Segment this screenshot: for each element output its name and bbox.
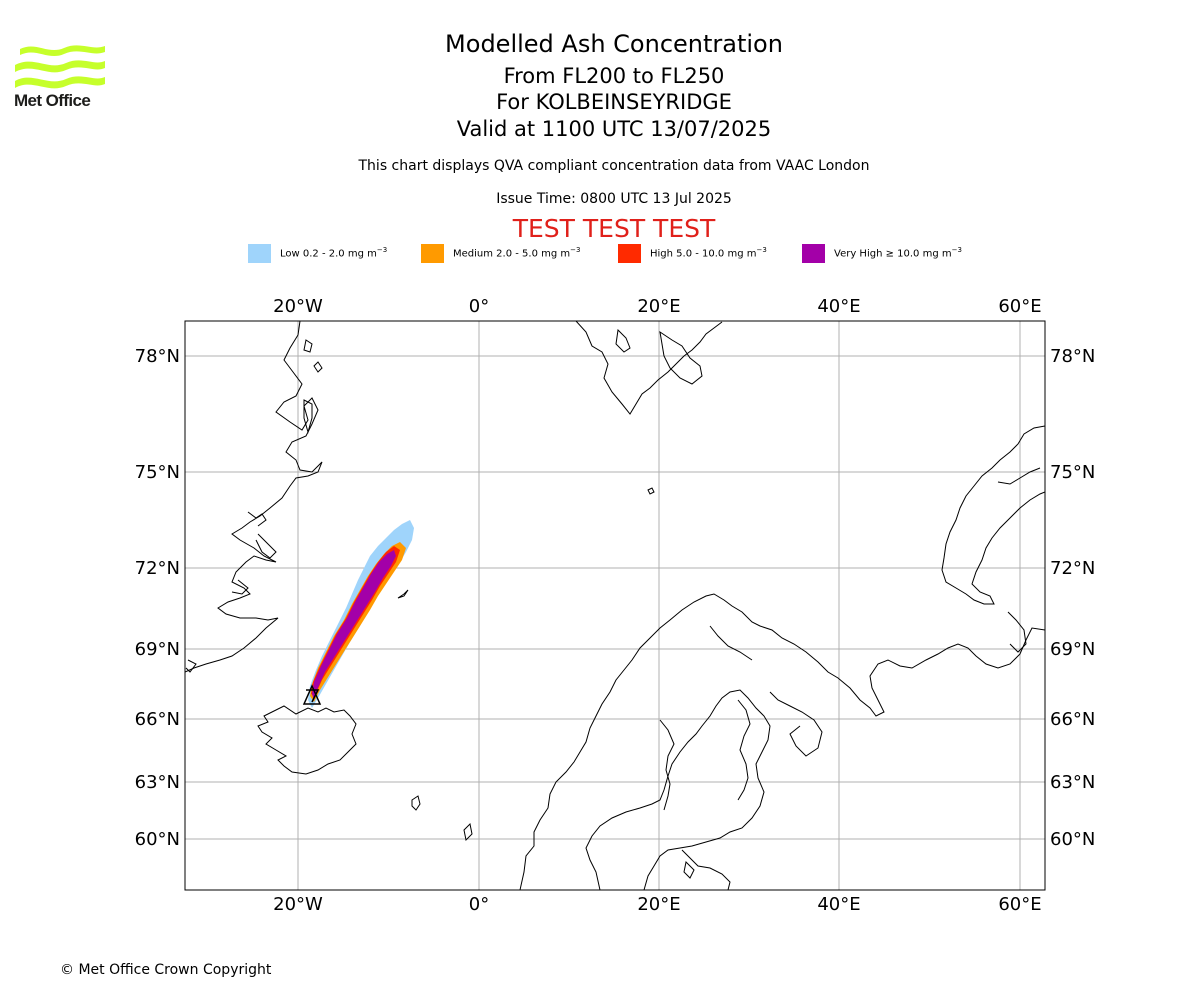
copyright: © Met Office Crown Copyright bbox=[60, 962, 272, 978]
met-office-logo-icon bbox=[15, 45, 105, 89]
issue-time: Issue Time: 0800 UTC 13 Jul 2025 bbox=[496, 191, 732, 207]
scandinavia-coastline bbox=[519, 593, 1045, 890]
legend-label-medium: Medium 2.0 - 5.0 mg m−3 bbox=[453, 246, 581, 260]
lat-tick-right: 60°N bbox=[1050, 829, 1095, 850]
map-frame bbox=[184, 320, 1046, 891]
logo-text: Met Office bbox=[14, 91, 91, 110]
lon-tick-top: 20°E bbox=[637, 296, 680, 317]
lat-tick-right: 63°N bbox=[1050, 772, 1095, 793]
lon-tick-bottom: 20°E bbox=[637, 894, 680, 915]
lat-tick-left: 60°N bbox=[135, 829, 180, 850]
lat-tick-left: 69°N bbox=[135, 639, 180, 660]
coastlines bbox=[185, 321, 1045, 890]
lat-tick-right: 66°N bbox=[1050, 709, 1095, 730]
chart-title: Modelled Ash Concentration bbox=[445, 30, 783, 58]
plume-very-high bbox=[312, 550, 396, 700]
lon-tick-top: 20°W bbox=[273, 296, 323, 317]
legend-label-very-high: Very High ≥ 10.0 mg m−3 bbox=[834, 246, 962, 260]
lon-tick-bottom: 20°W bbox=[273, 894, 323, 915]
legend-swatch-very-high bbox=[802, 244, 825, 263]
svalbard-coastline bbox=[575, 321, 723, 415]
greenland-coastline bbox=[185, 321, 323, 673]
lat-tick-right: 78°N bbox=[1050, 346, 1095, 367]
novaya-zemlya-coastline bbox=[941, 425, 1045, 605]
flight-level-range: From FL200 to FL250 bbox=[503, 64, 725, 88]
lat-tick-right: 69°N bbox=[1050, 639, 1095, 660]
lat-tick-left: 75°N bbox=[135, 462, 180, 483]
lon-tick-top: 60°E bbox=[998, 296, 1041, 317]
lat-tick-left: 63°N bbox=[135, 772, 180, 793]
compliance-note: This chart displays QVA compliant concen… bbox=[358, 158, 870, 174]
lon-tick-top: 0° bbox=[469, 296, 489, 317]
ash-plume bbox=[308, 520, 414, 708]
legend-swatch-high bbox=[618, 244, 641, 263]
lon-tick-top: 40°E bbox=[817, 296, 860, 317]
valid-time: Valid at 1100 UTC 13/07/2025 bbox=[456, 117, 772, 141]
legend-label-high: High 5.0 - 10.0 mg m−3 bbox=[650, 246, 767, 260]
map-gridlines bbox=[185, 321, 1045, 890]
concentration-legend: Low 0.2 - 2.0 mg m−3 Medium 2.0 - 5.0 mg… bbox=[0, 244, 1200, 264]
test-banner: TEST TEST TEST bbox=[512, 214, 716, 243]
lat-tick-left: 66°N bbox=[135, 709, 180, 730]
lon-tick-bottom: 60°E bbox=[998, 894, 1041, 915]
legend-swatch-medium bbox=[421, 244, 444, 263]
lat-tick-left: 78°N bbox=[135, 346, 180, 367]
lat-tick-left: 72°N bbox=[135, 558, 180, 579]
volcano-name: For KOLBEINSEYRIDGE bbox=[496, 90, 732, 114]
volcano-triangle-icon bbox=[302, 684, 322, 705]
lat-tick-right: 72°N bbox=[1050, 558, 1095, 579]
legend-swatch-low bbox=[248, 244, 271, 263]
lat-tick-right: 75°N bbox=[1050, 462, 1095, 483]
lon-tick-bottom: 40°E bbox=[817, 894, 860, 915]
legend-label-low: Low 0.2 - 2.0 mg m−3 bbox=[280, 246, 388, 260]
lon-tick-bottom: 0° bbox=[469, 894, 489, 915]
iceland-coastline bbox=[257, 705, 357, 775]
